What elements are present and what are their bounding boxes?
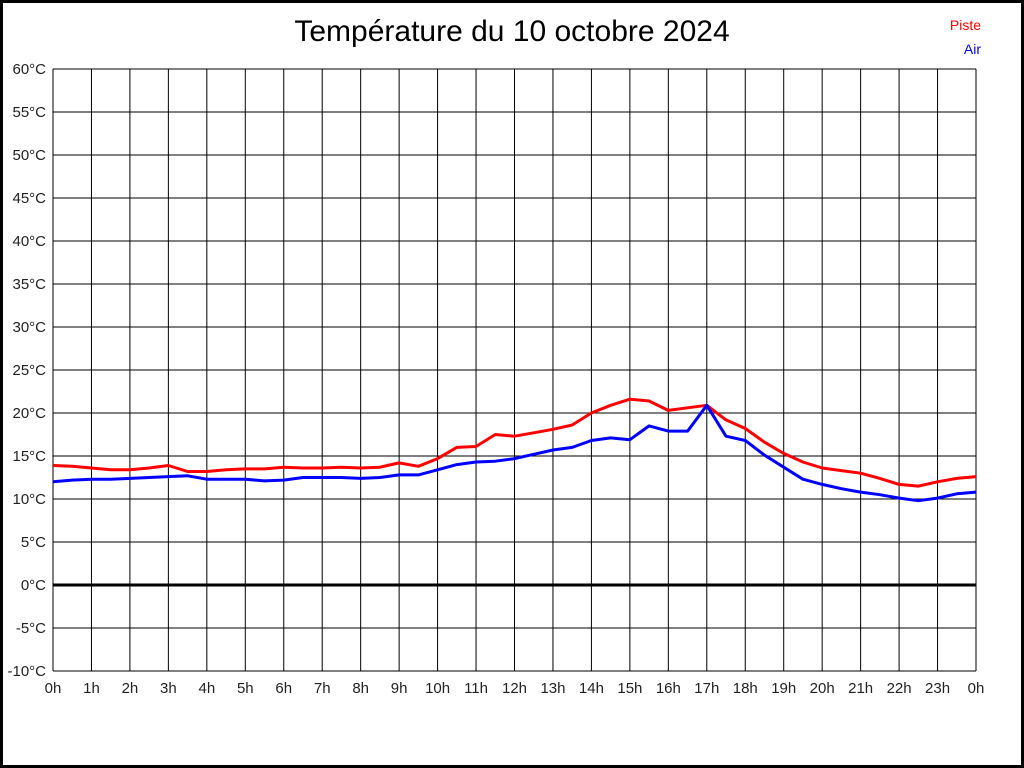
- x-tick-label: 0h: [968, 680, 985, 697]
- y-tick-label: 30°C: [12, 319, 46, 336]
- y-tick-label: 20°C: [12, 405, 46, 422]
- legend-item-piste: Piste: [949, 17, 981, 33]
- x-tick-label: 17h: [694, 680, 719, 697]
- x-tick-label: 2h: [122, 680, 139, 697]
- plot-svg: 60°C 55°C 50°C 45°C 40°C 35°C 30°C 25°C 20°C 15°C…: [7, 61, 985, 697]
- chart-title: Température du 10 octobre 2024: [294, 15, 730, 48]
- y-tick-label: -10°C: [7, 663, 46, 680]
- x-tick-label: 1h: [83, 680, 100, 697]
- x-tick-label: 3h: [160, 680, 177, 697]
- x-tick-label: 4h: [198, 680, 215, 697]
- x-tick-label: 22h: [887, 680, 912, 697]
- x-tick-label: 12h: [502, 680, 527, 697]
- x-tick-label: 19h: [771, 680, 796, 697]
- legend-item-air: Air: [963, 41, 981, 57]
- x-tick-label: 15h: [617, 680, 642, 697]
- x-tick-label: 8h: [352, 680, 369, 697]
- x-tick-label: 21h: [848, 680, 873, 697]
- series-line-air: [52, 403, 977, 503]
- x-tick-label: 0h: [45, 680, 62, 697]
- y-tick-label: 10°C: [12, 491, 46, 508]
- x-tick-label: 9h: [391, 680, 408, 697]
- x-tick-label: 13h: [540, 680, 565, 697]
- x-tick-label: 18h: [733, 680, 758, 697]
- y-tick-label: 25°C: [12, 362, 46, 379]
- x-tick-label: 16h: [656, 680, 681, 697]
- x-tick-label: 6h: [275, 680, 292, 697]
- y-tick-label: 45°C: [12, 190, 46, 207]
- x-tick-label: 11h: [464, 680, 488, 697]
- x-tick-label: 20h: [810, 680, 835, 697]
- x-tick-label: 7h: [314, 680, 331, 697]
- y-tick-label: -5°C: [16, 620, 46, 637]
- y-tick-label: 35°C: [12, 276, 46, 293]
- y-tick-label: 5°C: [21, 534, 46, 551]
- y-tick-label: 50°C: [12, 147, 46, 164]
- y-tick-label: 15°C: [12, 448, 46, 465]
- series-line-piste: [52, 397, 977, 488]
- x-tick-label: 14h: [579, 680, 604, 697]
- y-tick-label: 55°C: [12, 104, 46, 121]
- y-tick-label: 40°C: [12, 233, 46, 250]
- y-tick-label: 0°C: [21, 577, 46, 594]
- x-tick-label: 10h: [425, 680, 450, 697]
- x-tick-label: 23h: [925, 680, 950, 697]
- y-tick-label: 60°C: [12, 61, 46, 78]
- legend: Piste Air: [950, 13, 981, 61]
- x-tick-label: 5h: [237, 680, 254, 697]
